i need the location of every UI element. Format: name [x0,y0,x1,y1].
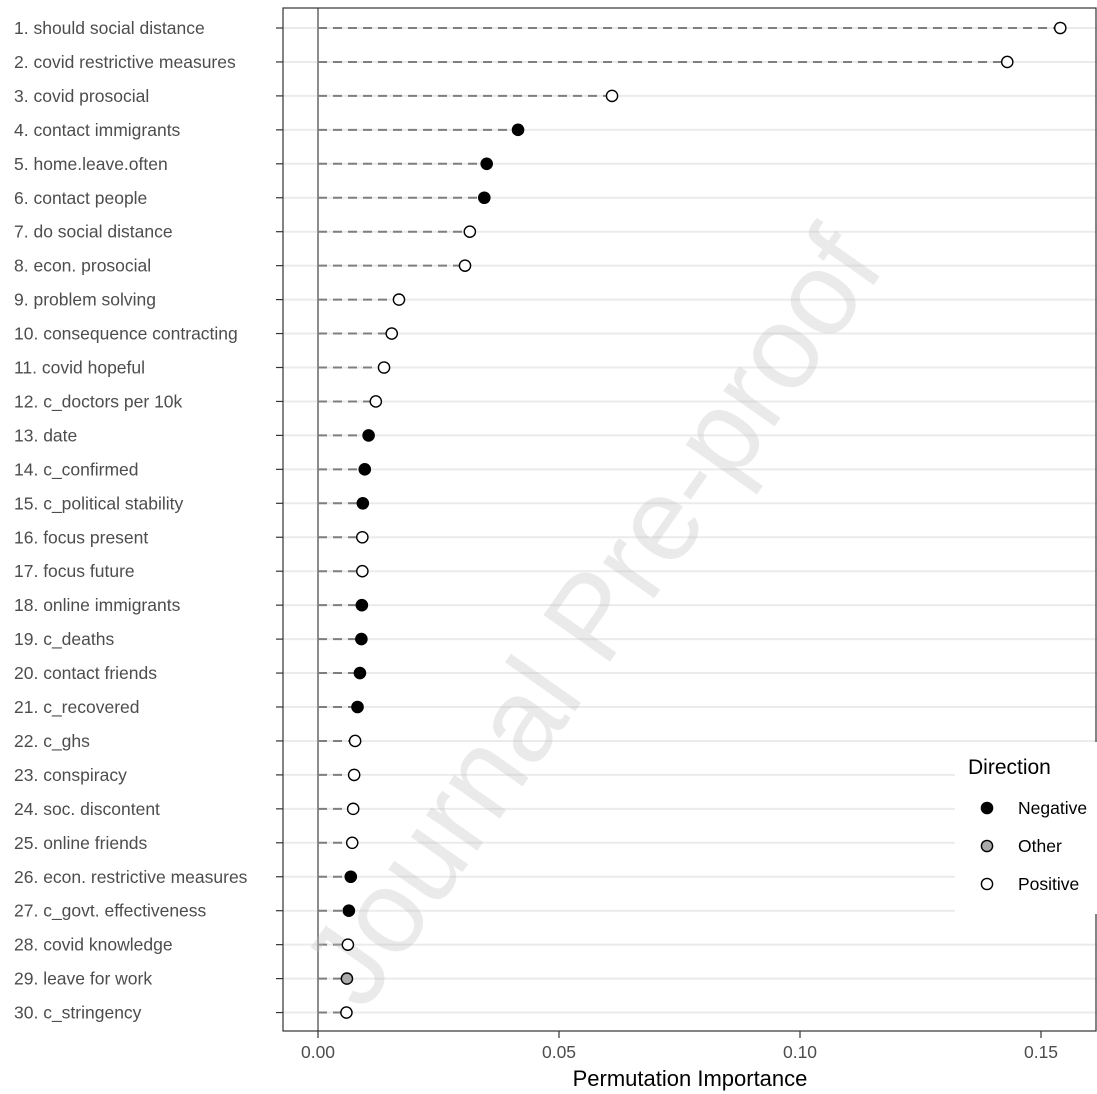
data-point [369,395,383,408]
y-tick-label: 2. covid restrictive measures [14,52,236,72]
y-tick-label: 19. c_deaths [14,629,114,650]
data-point [355,598,369,612]
lollipop-stems [318,27,1061,1014]
y-tick-label: 16. focus present [14,527,148,547]
y-tick-label: 27. c_govt. effectiveness [14,901,207,922]
data-point [347,768,361,782]
y-tick-label: 17. focus future [14,561,135,581]
data-point [480,157,494,171]
y-tick-label: 5. home.leave.often [14,154,168,174]
data-point [356,564,369,578]
legend: Direction Negative Other Positive [955,742,1097,914]
data-point [353,666,367,680]
y-tick-label: 22. c_ghs [14,731,90,752]
y-tick-label: 4. contact immigrants [14,120,181,140]
legend-label: Other [1018,836,1062,856]
y-tick-label: 30. c_stringency [14,1003,142,1024]
x-tick-label: 0.10 [783,1042,817,1062]
x-tick-label: 0.00 [301,1042,335,1062]
y-tick-label: 26. econ. restrictive measures [14,867,248,887]
data-point [342,904,356,918]
y-tick-label: 24. soc. discontent [14,799,160,819]
y-tick-label: 28. covid knowledge [14,935,173,955]
x-axis-title: Permutation Importance [573,1066,808,1091]
y-tick-label: 6. contact people [14,188,147,208]
legend-label: Positive [1018,874,1079,894]
data-point [355,632,368,646]
x-axis: 0.00 0.05 0.10 0.15 [301,1031,1058,1062]
y-tick-label: 29. leave for work [14,969,152,989]
y-axis: 1. should social distance 2. covid restri… [14,18,283,1024]
legend-key [980,877,994,891]
data-point [351,700,364,714]
legend-label: Negative [1018,798,1087,818]
data-point [356,530,369,544]
data-point [340,972,354,985]
data-point [385,327,399,340]
data-point [345,836,359,850]
y-tick-label: 13. date [14,425,77,445]
data-point [463,225,477,238]
x-tick-label: 0.05 [542,1042,576,1062]
data-points [340,21,1067,1019]
y-tick-label: 23. conspiracy [14,765,127,785]
data-point [392,293,406,306]
data-point [341,938,355,951]
y-tick-label: 14. c_confirmed [14,459,139,480]
data-point [477,191,491,205]
data-point [1053,21,1067,35]
legend-background [955,742,1097,914]
data-point [458,259,472,272]
plot-panel-border [282,7,1097,1032]
data-point [346,802,360,816]
legend-title: Direction [968,756,1051,779]
y-tick-label: 25. online friends [14,833,148,853]
legend-key [980,839,994,853]
data-point [605,89,619,103]
data-point [1000,55,1014,69]
y-tick-label: 11. covid hopeful [14,358,145,378]
data-point [340,1006,353,1019]
y-tick-label: 20. contact friends [14,663,157,683]
y-tick-label: 8. econ. prosocial [14,256,151,276]
y-tick-label: 18. online immigrants [14,595,181,615]
data-point [356,496,370,510]
data-point [344,870,358,884]
data-point [511,123,525,137]
y-tick-label: 10. consequence contracting [14,324,238,344]
data-point [358,463,372,476]
data-point [377,361,391,374]
data-point [348,734,362,748]
legend-key [980,801,994,815]
y-tick-label: 9. problem solving [14,290,156,310]
y-tick-label: 7. do social distance [14,222,173,242]
y-tick-label: 1. should social distance [14,18,205,38]
y-tick-label: 15. c_political stability [14,493,183,514]
y-tick-label: 3. covid prosocial [14,86,149,106]
x-tick-label: 0.15 [1024,1042,1058,1062]
y-tick-label: 21. c_recovered [14,697,140,718]
y-tick-label: 12. c_doctors per 10k [14,391,183,412]
data-point [362,429,375,442]
